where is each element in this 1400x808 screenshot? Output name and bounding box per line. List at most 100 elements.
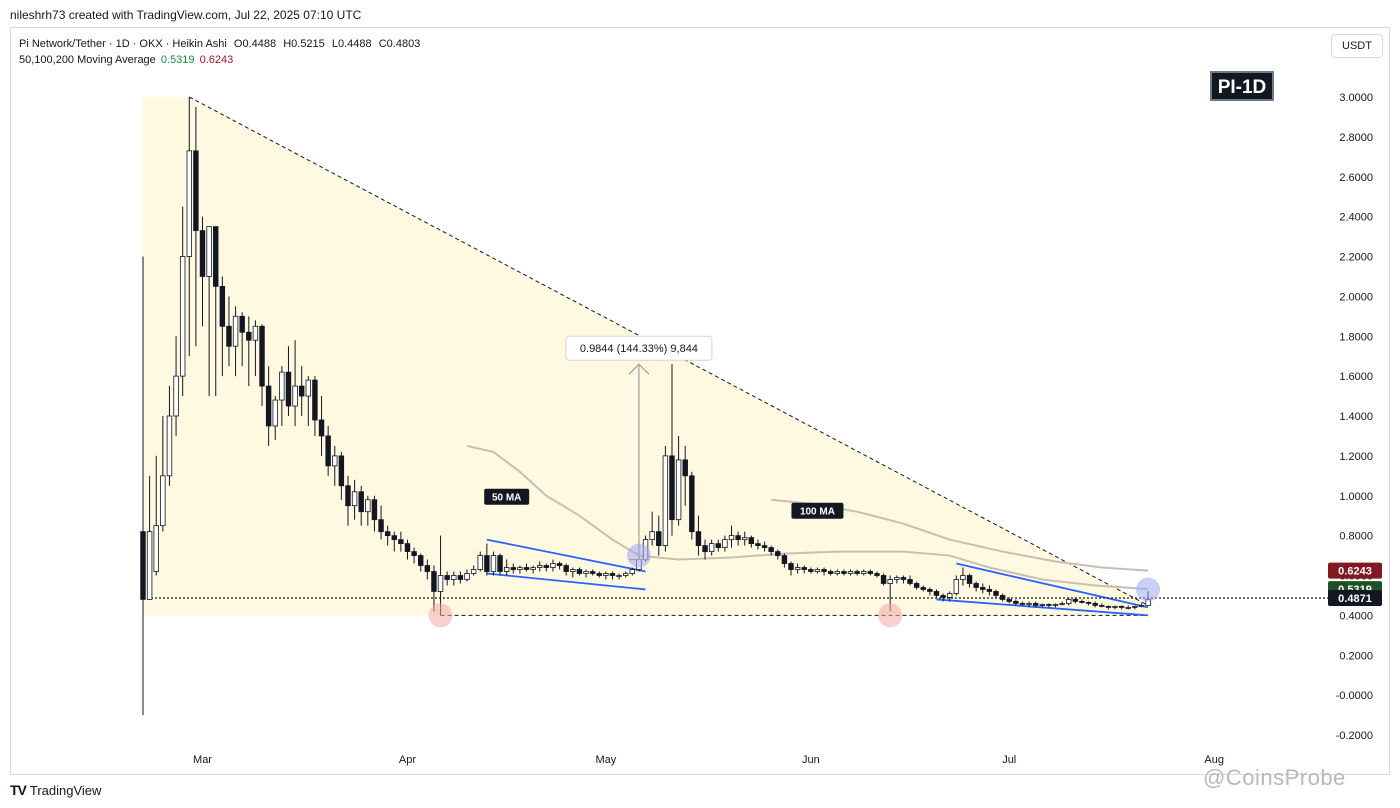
- candle-body: [695, 531, 702, 546]
- candle-body: [391, 535, 397, 541]
- candle-body: [332, 455, 338, 467]
- candle-body: [510, 567, 517, 570]
- candle-body: [186, 150, 193, 257]
- candle-body: [173, 375, 179, 417]
- tradingview-footer[interactable]: TV TradingView: [10, 782, 101, 798]
- ma-line: [466, 444, 1149, 591]
- candle-body: [259, 325, 265, 387]
- y-tick-label: 0.2000: [1339, 650, 1373, 662]
- symbol-legend-row: Pi Network/Tether · 1D · OKX · Heikin As…: [19, 36, 420, 52]
- candle-body: [589, 571, 596, 574]
- candle-body: [1059, 603, 1065, 605]
- candle-body: [279, 371, 285, 401]
- candle-body: [378, 519, 384, 533]
- candle-body: [900, 577, 907, 580]
- candle-body: [213, 226, 219, 287]
- x-tick-label: May: [595, 754, 616, 766]
- candle-body: [946, 593, 953, 598]
- y-tick-label: 2.0000: [1339, 291, 1373, 303]
- candle-body: [1092, 603, 1098, 606]
- candle-body: [616, 575, 622, 577]
- measure-arrowhead: [628, 363, 650, 375]
- trendline-wedge_lower: [486, 572, 646, 591]
- candle-body: [682, 459, 688, 477]
- ma-legend-row[interactable]: 50,100,200 Moving Average 0.5319 0.6243: [19, 52, 420, 68]
- candle-body: [325, 435, 331, 467]
- candle-body: [808, 569, 814, 572]
- candle-body: [140, 531, 146, 600]
- candle-body: [662, 455, 669, 546]
- candle-body: [880, 575, 887, 584]
- candle-body: [1112, 606, 1118, 608]
- currency-button[interactable]: USDT: [1331, 34, 1383, 58]
- candle-body: [431, 571, 437, 592]
- candle-body: [292, 385, 298, 407]
- candle-body: [834, 571, 841, 574]
- ohlc-low-value: 0.4488: [337, 38, 372, 50]
- candle-body: [1099, 605, 1105, 607]
- candle-body: [1079, 601, 1085, 603]
- candle-body: [867, 571, 874, 574]
- y-tick-label: -0.0000: [1336, 690, 1373, 702]
- candle-body: [285, 371, 292, 407]
- candle-body: [226, 325, 232, 347]
- candle-body: [239, 315, 245, 333]
- y-tick-label: 2.6000: [1339, 172, 1373, 184]
- candle-body: [775, 551, 781, 556]
- x-tick-label: Jul: [1002, 754, 1016, 766]
- candle-body: [193, 150, 199, 231]
- candle-body: [728, 535, 735, 541]
- candle-body: [153, 525, 159, 572]
- attribution-text: nileshrh73 created with TradingView.com,…: [10, 8, 362, 22]
- ma50-annotation-bg: [484, 488, 530, 505]
- candle-body: [358, 491, 364, 513]
- candle-body: [583, 571, 589, 574]
- candle-body: [821, 569, 827, 572]
- candle-body: [814, 569, 821, 572]
- candle-body: [550, 563, 556, 568]
- candle-body: [1032, 603, 1039, 606]
- candle-body: [470, 569, 477, 574]
- candle-body: [1013, 601, 1019, 604]
- y-tick-label: 2.2000: [1339, 252, 1373, 264]
- measure-text: 0.9844 (144.33%) 9,844: [580, 343, 698, 355]
- support-touch-marker: [428, 603, 453, 628]
- y-tick-label: 1.2000: [1339, 451, 1373, 463]
- candle-body: [1006, 599, 1012, 602]
- ohlc-high-label: H: [283, 38, 292, 50]
- y-tick-label: -0.2000: [1336, 730, 1373, 742]
- tradingview-logo-icon: TV: [10, 782, 27, 798]
- ohlc-open-value: 0.4488: [242, 38, 277, 50]
- candle-body: [781, 555, 788, 564]
- candle-body: [940, 595, 946, 598]
- ma100-annotation-bg: [791, 502, 844, 519]
- candle-body: [365, 499, 371, 513]
- candle-body: [1118, 606, 1125, 608]
- trendline-wedge_upper: [956, 562, 1149, 609]
- candle-body: [576, 569, 583, 574]
- candle-body: [523, 567, 530, 570]
- chart-pane[interactable]: [10, 27, 1390, 775]
- candle-body: [338, 455, 345, 487]
- candle-body: [305, 379, 312, 397]
- candle-body: [973, 583, 979, 588]
- candle-body: [345, 485, 351, 507]
- candle-body: [887, 579, 893, 584]
- candle-body: [999, 595, 1006, 600]
- candle-body: [206, 226, 212, 277]
- candle-body: [490, 555, 497, 572]
- candle-body: [464, 573, 470, 580]
- y-tick-label: 1.0000: [1339, 491, 1373, 503]
- ohlc-high-value: 0.5215: [291, 38, 325, 50]
- candle-body: [232, 315, 239, 347]
- candle-body: [907, 579, 913, 584]
- candle-body: [398, 539, 404, 544]
- measure-box: [565, 335, 713, 361]
- candle-body: [484, 555, 490, 572]
- candle-body: [272, 399, 278, 427]
- y-tick-label: 1.4000: [1339, 411, 1373, 423]
- candle-body: [384, 531, 391, 537]
- ma100-annotation: 100 MA: [800, 507, 835, 518]
- ohlc-high: H0.5215: [283, 38, 325, 50]
